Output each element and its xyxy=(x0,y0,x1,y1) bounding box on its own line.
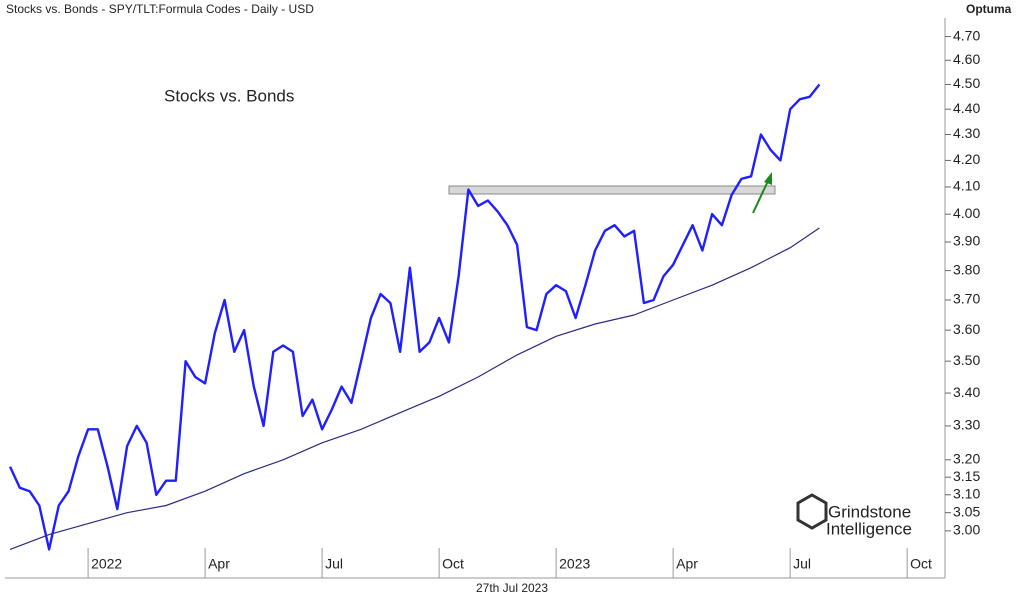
date-label: 27th Jul 2023 xyxy=(476,581,548,595)
y-tick-label: 4.30 xyxy=(953,125,980,141)
y-tick-label: 4.00 xyxy=(953,205,980,221)
y-tick-label: 3.00 xyxy=(953,522,980,538)
y-tick-label: 3.30 xyxy=(953,417,980,433)
y-tick-label: 3.90 xyxy=(953,233,980,249)
resistance-zone xyxy=(448,185,776,195)
x-tick-label: Oct xyxy=(910,556,932,572)
series-line xyxy=(9,227,820,550)
y-tick-label: 3.60 xyxy=(953,321,980,337)
y-tick-label: 3.20 xyxy=(953,451,980,467)
y-tick-label: 3.05 xyxy=(953,503,980,519)
y-tick-label: 4.10 xyxy=(953,178,980,194)
y-tick-label: 4.60 xyxy=(953,51,980,67)
x-tick-label: Jul xyxy=(793,556,811,572)
x-tick-label: Apr xyxy=(208,556,230,572)
y-tick-label: 4.50 xyxy=(953,75,980,91)
logo-mark xyxy=(796,493,828,530)
x-tick-label: Jul xyxy=(325,556,343,572)
y-tick-label: 3.80 xyxy=(953,261,980,277)
y-tick-label: 3.50 xyxy=(953,352,980,368)
arrow-head xyxy=(764,172,772,185)
y-tick-label: 4.20 xyxy=(953,151,980,167)
y-tick-label: 4.70 xyxy=(953,27,980,43)
x-tick-label: Oct xyxy=(442,556,464,572)
y-tick-label: 3.10 xyxy=(953,485,980,501)
y-tick-label: 3.70 xyxy=(953,291,980,307)
x-tick-label: 2023 xyxy=(559,556,590,572)
y-tick-label: 3.15 xyxy=(953,468,980,484)
brand: Optuma xyxy=(966,2,1012,16)
chart-header: Stocks vs. Bonds - SPY/TLT:Formula Codes… xyxy=(6,2,314,16)
arrow xyxy=(752,180,769,214)
x-tick-label: Apr xyxy=(676,556,698,572)
y-tick-label: 3.40 xyxy=(953,384,980,400)
series-line xyxy=(9,83,821,551)
x-tick-label: 2022 xyxy=(91,556,122,572)
logo-text: Intelligence xyxy=(826,519,912,538)
logo-text: Grindstone xyxy=(828,502,911,521)
y-tick-label: 4.40 xyxy=(953,100,980,116)
chart-title: Stocks vs. Bonds xyxy=(164,86,294,105)
